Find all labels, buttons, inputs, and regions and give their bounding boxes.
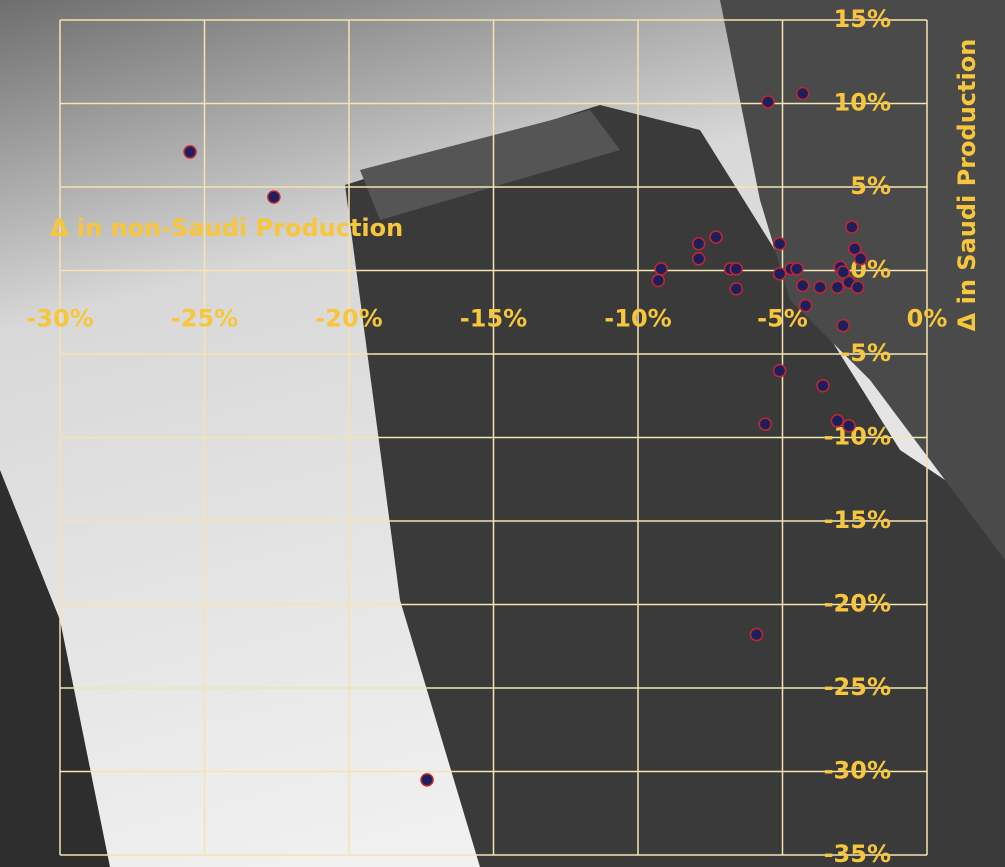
labels: Δ in non-Saudi Production Δ in Saudi Pro… [26,5,981,867]
y-tick-label: -30% [824,757,891,785]
point [798,298,813,313]
point [758,417,772,431]
x-tick-label: -30% [26,305,93,333]
y-tick-label: 10% [834,89,891,117]
x-tick-label: -25% [171,305,238,333]
y-tick-label: -5% [840,339,891,367]
x-tick-label: -5% [757,305,808,333]
x-tick-label: 0% [907,305,948,333]
y-tick-label: 5% [850,172,891,200]
x-tick-label: -15% [460,305,527,333]
point [836,265,850,279]
point [761,95,775,109]
point [836,318,850,333]
point [813,280,827,294]
point [709,230,723,244]
point [729,262,744,276]
y-tick-label: -35% [824,840,891,867]
point [830,280,845,294]
point [795,278,810,293]
point [790,262,804,276]
point [816,378,830,393]
point [772,267,787,281]
points [183,86,868,787]
point [691,237,706,251]
y-tick-label: -20% [824,590,891,618]
point [749,627,764,642]
point [183,145,197,159]
y-axis-title: Δ in Saudi Production [953,39,981,332]
point [830,414,845,428]
grid [59,19,928,856]
point [691,252,706,266]
point [795,86,810,101]
y-tick-label: 15% [834,5,891,33]
point [772,237,787,251]
point [651,273,665,288]
point [853,252,868,266]
y-tick-label: -15% [824,506,891,534]
y-tick-label: -25% [824,673,891,701]
point [772,363,787,378]
x-tick-label: -10% [604,305,671,333]
point [267,190,281,204]
y-tick-label: -10% [824,423,891,451]
point [420,773,434,787]
point [654,262,668,276]
point [848,242,862,256]
point [850,280,865,294]
point [729,282,744,296]
x-axis-title: Δ in non-Saudi Production [50,214,403,242]
x-tick-label: -20% [315,305,382,333]
point [845,220,859,234]
point [842,419,856,433]
